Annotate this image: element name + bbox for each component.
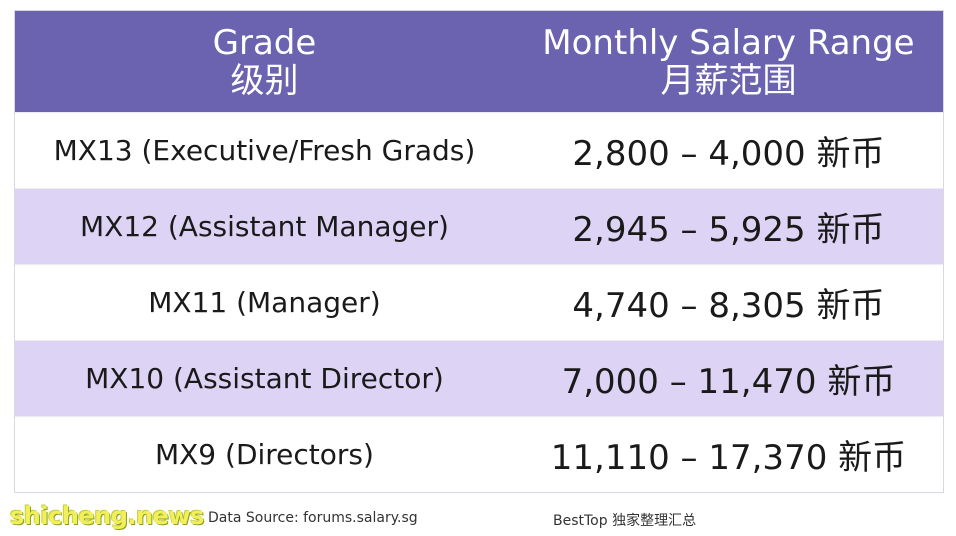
header-salary-range: Monthly Salary Range 月薪范围 [514,11,943,112]
table-row: MX12 (Assistant Manager) 2,945 – 5,925 新… [15,188,943,264]
salary-range-cell: 2,800 – 4,000 新币 [572,134,885,174]
header-grade: Grade 级别 [15,11,514,112]
grade-cell: MX11 (Manager) [148,286,381,319]
grade-cell: MX9 (Directors) [154,438,374,471]
grade-cell: MX13 (Executive/Fresh Grads) [53,134,476,167]
data-source-text: Data Source: forums.salary.sg [208,510,418,526]
table-row: MX11 (Manager) 4,740 – 8,305 新币 [15,264,943,340]
salary-range-cell: 7,000 – 11,470 新币 [561,362,896,402]
salary-table: Grade 级别 Monthly Salary Range 月薪范围 MX13 … [14,10,944,493]
footer: shicheng.news Data Source: forums.salary… [0,500,956,536]
salary-range-cell: 11,110 – 17,370 新币 [550,438,907,478]
header-range-zh: 月薪范围 [660,60,797,101]
header-grade-zh: 级别 [230,60,299,101]
salary-range-cell: 2,945 – 5,925 新币 [572,210,885,250]
grade-cell: MX10 (Assistant Director) [85,362,444,395]
watermark-logo: shicheng.news [10,502,204,530]
header-grade-en: Grade [212,22,317,63]
credit-text: BestTop 独家整理汇总 [553,513,697,529]
grade-cell: MX12 (Assistant Manager) [80,210,449,243]
table-row: MX10 (Assistant Director) 7,000 – 11,470… [15,340,943,416]
salary-range-cell: 4,740 – 8,305 新币 [572,286,885,326]
table-row: MX9 (Directors) 11,110 – 17,370 新币 [15,416,943,492]
table-header-row: Grade 级别 Monthly Salary Range 月薪范围 [15,11,943,112]
header-range-en: Monthly Salary Range [542,22,915,63]
table-row: MX13 (Executive/Fresh Grads) 2,800 – 4,0… [15,112,943,188]
